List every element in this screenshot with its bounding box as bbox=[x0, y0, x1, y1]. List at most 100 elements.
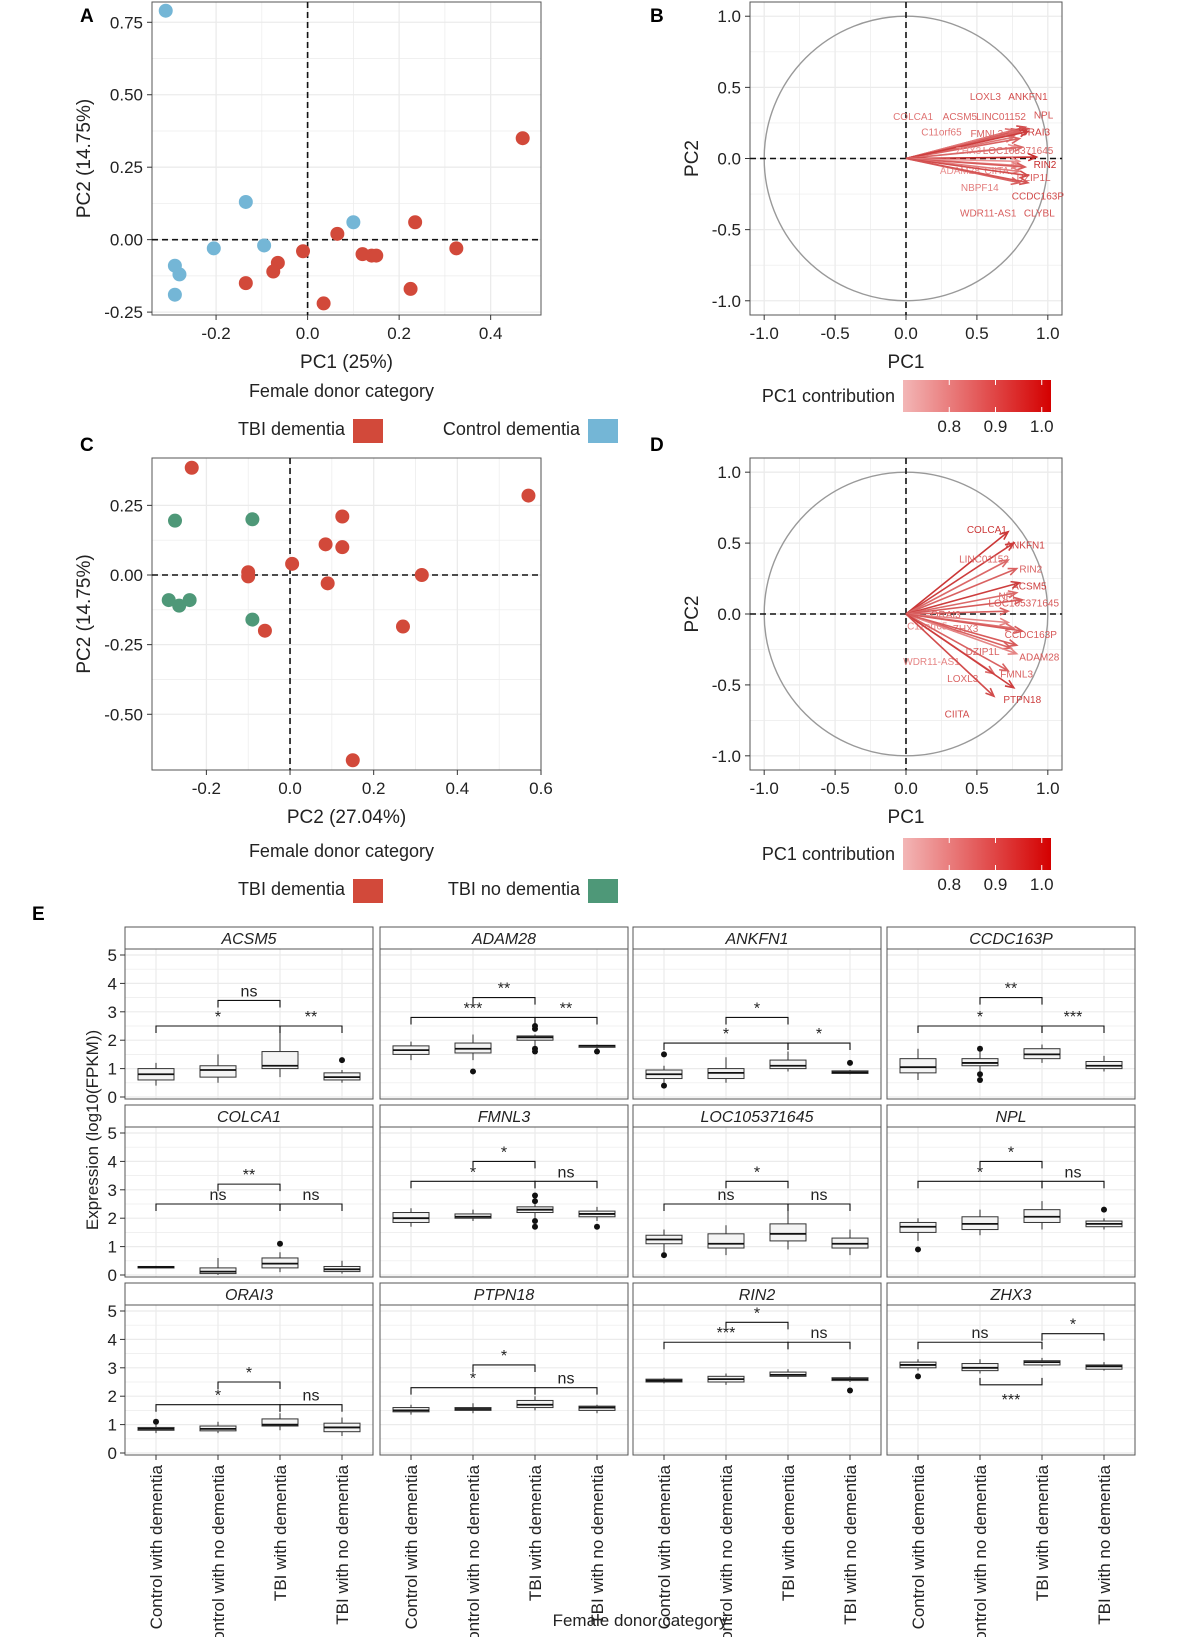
significance-label: ns bbox=[972, 1325, 989, 1342]
y-tick-label: -0.25 bbox=[104, 303, 143, 322]
significance-label: * bbox=[754, 1000, 760, 1017]
arrow-head bbox=[1007, 567, 1019, 576]
y-axis-title: PC2 bbox=[682, 596, 703, 633]
data-point bbox=[330, 226, 345, 241]
facet-title: LOC105371645 bbox=[701, 1109, 814, 1126]
facet-CCDC163P: CCDC163P*** *** bbox=[886, 926, 1136, 1100]
significance-label: ns bbox=[558, 1371, 575, 1388]
significance-label: ns bbox=[558, 1164, 575, 1181]
y-tick-label: 3 bbox=[108, 1003, 117, 1022]
x-tick-label: Control with no dementia bbox=[209, 1464, 228, 1637]
legend-swatch bbox=[353, 879, 383, 903]
colorbar-tick-label: 0.9 bbox=[984, 875, 1008, 894]
significance-bracket bbox=[472, 997, 536, 1005]
outlier-point bbox=[532, 1223, 538, 1230]
x-tick-label: -0.5 bbox=[820, 324, 849, 343]
outlier-point bbox=[915, 1373, 921, 1380]
colorbar-title: PC1 contribution bbox=[762, 844, 895, 864]
significance-label: ns bbox=[303, 1187, 320, 1204]
arrow-head bbox=[1013, 596, 1025, 605]
outlier-point bbox=[847, 1387, 853, 1394]
panel-border bbox=[124, 948, 374, 1100]
x-tick-label: 0.0 bbox=[296, 324, 320, 343]
data-point bbox=[266, 264, 281, 279]
x-tick-label: Control with no dementia bbox=[464, 1464, 483, 1637]
panel-border bbox=[632, 1304, 882, 1456]
colorbar bbox=[903, 380, 1051, 412]
loading-arrow bbox=[905, 567, 1017, 615]
x-axis-title: PC1 bbox=[888, 352, 925, 373]
colorbar-tick-label: 0.8 bbox=[937, 875, 961, 894]
outlier-point bbox=[470, 1068, 476, 1075]
legend-title: Female donor category bbox=[249, 381, 434, 401]
box bbox=[199, 1065, 237, 1078]
colorbar-tick-label: 1.0 bbox=[1030, 875, 1054, 894]
data-point bbox=[245, 612, 260, 627]
gene-label: COLCA1 bbox=[893, 112, 933, 123]
y-tick-label: 1 bbox=[108, 1416, 117, 1435]
significance-bracket bbox=[917, 1341, 1043, 1350]
y-tick-label: -1.0 bbox=[712, 747, 741, 766]
data-point bbox=[395, 619, 410, 634]
arrow-head bbox=[999, 607, 1011, 616]
significance-label: * bbox=[723, 1026, 729, 1043]
panel-A: -0.2 0.0 0.2 0.4 -0.25 0.00 0.25 0.50 0.75 A PC1 (… bbox=[74, 1, 618, 443]
loading-arrow bbox=[905, 146, 1023, 160]
data-point bbox=[335, 509, 350, 524]
colorbar-tick-label: 0.8 bbox=[937, 417, 961, 436]
y-axis-title: PC2 (14.75%) bbox=[74, 99, 95, 218]
significance-label: ns bbox=[1065, 1164, 1082, 1181]
facet-title: ANKFN1 bbox=[724, 931, 788, 948]
x-tick-label: 0.5 bbox=[965, 779, 989, 798]
outlier-point bbox=[661, 1051, 667, 1058]
facet-title: ADAM28 bbox=[471, 931, 536, 948]
gene-label: ACSM5 bbox=[1012, 582, 1047, 593]
x-tick-label: TBI with no dementia bbox=[588, 1464, 607, 1624]
x-tick-label: -0.5 bbox=[820, 779, 849, 798]
significance-label: * bbox=[977, 1164, 983, 1181]
x-axis-title: Female donor category bbox=[553, 1611, 728, 1630]
y-tick-label: 0.5 bbox=[717, 534, 741, 553]
panel-label: B bbox=[650, 6, 664, 27]
facet-title: ORAI3 bbox=[225, 1287, 273, 1304]
y-tick-label: 4 bbox=[108, 1152, 117, 1171]
significance-label: ns bbox=[241, 983, 258, 1000]
outlier-point bbox=[532, 1023, 538, 1029]
legend-swatch bbox=[588, 419, 618, 443]
significance-label: * bbox=[501, 1144, 507, 1161]
data-point bbox=[296, 244, 311, 259]
x-tick-label: 0.2 bbox=[362, 779, 386, 798]
gene-label: NPL bbox=[998, 592, 1018, 603]
x-tick-label: Control with dementia bbox=[402, 1464, 421, 1629]
y-tick-label: 2 bbox=[108, 1031, 117, 1050]
y-tick-label: -0.5 bbox=[712, 221, 741, 240]
x-tick-label: TBI with no dementia bbox=[841, 1464, 860, 1624]
data-point bbox=[257, 238, 272, 253]
y-tick-label: 2 bbox=[108, 1209, 117, 1228]
y-tick-label: 0 bbox=[108, 1444, 117, 1463]
loading-arrow bbox=[905, 613, 1009, 624]
x-axis-title: PC1 bbox=[888, 807, 925, 828]
y-axis-title: Expression (log10(FPKM)) bbox=[83, 1030, 102, 1230]
gene-label: NBPF14 bbox=[961, 183, 999, 194]
facet-NPL: NPL * * ns bbox=[886, 1104, 1136, 1278]
significance-label: ** bbox=[243, 1167, 255, 1184]
significance-label: * bbox=[246, 1365, 252, 1382]
y-tick-label: -0.25 bbox=[104, 636, 143, 655]
arrow-head bbox=[1016, 162, 1028, 171]
outlier-point bbox=[1101, 1206, 1107, 1213]
box bbox=[261, 1051, 299, 1070]
data-point bbox=[238, 194, 253, 209]
data-point bbox=[285, 556, 300, 571]
x-tick-label: TBI with dementia bbox=[1033, 1464, 1052, 1601]
significance-bracket bbox=[472, 1364, 536, 1372]
y-tick-label: 1 bbox=[108, 1238, 117, 1257]
x-tick-label: TBI with no dementia bbox=[333, 1464, 352, 1624]
gene-label: ANKFN1 bbox=[1005, 541, 1045, 552]
arrow-head bbox=[1019, 170, 1030, 179]
panel-label: D bbox=[650, 435, 664, 456]
y-tick-label: 5 bbox=[108, 1302, 117, 1321]
x-tick-label: 0.0 bbox=[278, 779, 302, 798]
outlier-point bbox=[977, 1071, 983, 1078]
